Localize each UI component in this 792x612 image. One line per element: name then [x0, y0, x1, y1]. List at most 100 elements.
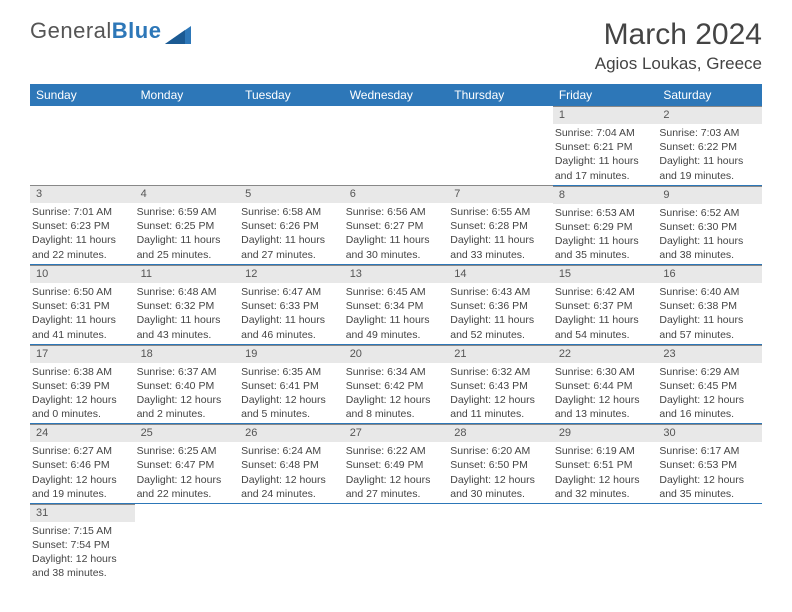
daylight-line: Daylight: 11 hours and 52 minutes.	[450, 313, 549, 341]
calendar-cell: 18Sunrise: 6:37 AMSunset: 6:40 PMDayligh…	[135, 344, 240, 424]
month-title: March 2024	[595, 18, 762, 52]
sunset-line: Sunset: 6:22 PM	[659, 140, 758, 154]
sunset-line: Sunset: 6:46 PM	[32, 458, 131, 472]
daylight-line: Daylight: 11 hours and 19 minutes.	[659, 154, 758, 182]
day-body: Sunrise: 7:15 AMSunset: 7:54 PMDaylight:…	[30, 522, 135, 583]
sunset-line: Sunset: 6:33 PM	[241, 299, 340, 313]
daylight-line: Daylight: 12 hours and 16 minutes.	[659, 393, 758, 421]
calendar-cell	[344, 106, 449, 185]
daylight-line: Daylight: 11 hours and 35 minutes.	[555, 234, 654, 262]
sunset-line: Sunset: 6:21 PM	[555, 140, 654, 154]
sunset-line: Sunset: 6:30 PM	[659, 220, 758, 234]
day-number: 9	[657, 186, 762, 204]
daylight-line: Daylight: 12 hours and 13 minutes.	[555, 393, 654, 421]
sunrise-line: Sunrise: 6:56 AM	[346, 205, 445, 219]
sunset-line: Sunset: 6:29 PM	[555, 220, 654, 234]
day-number: 17	[30, 345, 135, 363]
sunrise-line: Sunrise: 6:24 AM	[241, 444, 340, 458]
location-label: Agios Loukas, Greece	[595, 54, 762, 74]
sunrise-line: Sunrise: 6:48 AM	[137, 285, 236, 299]
daylight-line: Daylight: 11 hours and 17 minutes.	[555, 154, 654, 182]
calendar-cell: 26Sunrise: 6:24 AMSunset: 6:48 PMDayligh…	[239, 424, 344, 504]
day-number: 28	[448, 424, 553, 442]
calendar-cell: 29Sunrise: 6:19 AMSunset: 6:51 PMDayligh…	[553, 424, 658, 504]
calendar-week: 31Sunrise: 7:15 AMSunset: 7:54 PMDayligh…	[30, 503, 762, 582]
day-body: Sunrise: 6:22 AMSunset: 6:49 PMDaylight:…	[344, 442, 449, 503]
day-body: Sunrise: 6:42 AMSunset: 6:37 PMDaylight:…	[553, 283, 658, 344]
sunset-line: Sunset: 6:43 PM	[450, 379, 549, 393]
sunset-line: Sunset: 6:28 PM	[450, 219, 549, 233]
day-number: 19	[239, 345, 344, 363]
day-number: 26	[239, 424, 344, 442]
daylight-line: Daylight: 12 hours and 0 minutes.	[32, 393, 131, 421]
sunset-line: Sunset: 6:39 PM	[32, 379, 131, 393]
daylight-line: Daylight: 11 hours and 46 minutes.	[241, 313, 340, 341]
sunrise-line: Sunrise: 6:59 AM	[137, 205, 236, 219]
sunset-line: Sunset: 6:50 PM	[450, 458, 549, 472]
sunrise-line: Sunrise: 6:29 AM	[659, 365, 758, 379]
sunrise-line: Sunrise: 6:47 AM	[241, 285, 340, 299]
calendar-week: 1Sunrise: 7:04 AMSunset: 6:21 PMDaylight…	[30, 106, 762, 185]
triangle-icon	[165, 22, 191, 44]
calendar-cell: 8Sunrise: 6:53 AMSunset: 6:29 PMDaylight…	[553, 185, 658, 265]
daylight-line: Daylight: 12 hours and 22 minutes.	[137, 473, 236, 501]
daylight-line: Daylight: 12 hours and 8 minutes.	[346, 393, 445, 421]
day-number: 14	[448, 265, 553, 283]
day-body: Sunrise: 6:29 AMSunset: 6:45 PMDaylight:…	[657, 363, 762, 424]
calendar-cell: 12 Sunrise: 6:47 AMSunset: 6:33 PMDayligh…	[239, 265, 344, 345]
day-number: 6	[344, 185, 449, 203]
sunset-line: Sunset: 6:38 PM	[659, 299, 758, 313]
day-body: Sunrise: 6:55 AMSunset: 6:28 PMDaylight:…	[448, 203, 553, 264]
day-body: Sunrise: 6:24 AMSunset: 6:48 PMDaylight:…	[239, 442, 344, 503]
day-body: Sunrise: 6:37 AMSunset: 6:40 PMDaylight:…	[135, 363, 240, 424]
calendar-cell	[344, 503, 449, 582]
calendar-cell: 5Sunrise: 6:58 AMSunset: 6:26 PMDaylight…	[239, 185, 344, 265]
day-body: Sunrise: 6:32 AMSunset: 6:43 PMDaylight:…	[448, 363, 553, 424]
daylight-line: Daylight: 11 hours and 57 minutes.	[659, 313, 758, 341]
daylight-line: Daylight: 11 hours and 33 minutes.	[450, 233, 549, 261]
calendar-cell: 27Sunrise: 6:22 AMSunset: 6:49 PMDayligh…	[344, 424, 449, 504]
day-body: Sunrise: 6:52 AMSunset: 6:30 PMDaylight:…	[657, 204, 762, 265]
calendar-head: SundayMondayTuesdayWednesdayThursdayFrid…	[30, 84, 762, 106]
daylight-line: Daylight: 12 hours and 38 minutes.	[32, 552, 131, 580]
calendar-cell: 17Sunrise: 6:38 AMSunset: 6:39 PMDayligh…	[30, 344, 135, 424]
sunrise-line: Sunrise: 7:03 AM	[659, 126, 758, 140]
daylight-line: Daylight: 12 hours and 19 minutes.	[32, 473, 131, 501]
day-body: Sunrise: 6:35 AMSunset: 6:41 PMDaylight:…	[239, 363, 344, 424]
daylight-line: Daylight: 11 hours and 54 minutes.	[555, 313, 654, 341]
day-number: 1	[553, 106, 658, 124]
day-number: 3	[30, 185, 135, 203]
day-number: 12	[239, 265, 344, 283]
daylight-line: Daylight: 12 hours and 35 minutes.	[659, 473, 758, 501]
sunrise-line: Sunrise: 6:25 AM	[137, 444, 236, 458]
calendar-cell: 3Sunrise: 7:01 AMSunset: 6:23 PMDaylight…	[30, 185, 135, 265]
sunrise-line: Sunrise: 6:20 AM	[450, 444, 549, 458]
day-number: 8	[553, 186, 658, 204]
sunset-line: Sunset: 6:49 PM	[346, 458, 445, 472]
calendar-table: SundayMondayTuesdayWednesdayThursdayFrid…	[30, 84, 762, 582]
sunrise-line: Sunrise: 6:45 AM	[346, 285, 445, 299]
sunset-line: Sunset: 6:44 PM	[555, 379, 654, 393]
sunrise-line: Sunrise: 6:22 AM	[346, 444, 445, 458]
day-header: Thursday	[448, 84, 553, 106]
daylight-line: Daylight: 12 hours and 2 minutes.	[137, 393, 236, 421]
sunset-line: Sunset: 6:36 PM	[450, 299, 549, 313]
day-body: Sunrise: 6:58 AMSunset: 6:26 PMDaylight:…	[239, 203, 344, 264]
calendar-week: 24Sunrise: 6:27 AMSunset: 6:46 PMDayligh…	[30, 424, 762, 504]
sunset-line: Sunset: 6:34 PM	[346, 299, 445, 313]
calendar-cell: 15Sunrise: 6:42 AMSunset: 6:37 PMDayligh…	[553, 265, 658, 345]
calendar-cell: 24Sunrise: 6:27 AMSunset: 6:46 PMDayligh…	[30, 424, 135, 504]
daylight-line: Daylight: 11 hours and 27 minutes.	[241, 233, 340, 261]
sunrise-line: Sunrise: 6:55 AM	[450, 205, 549, 219]
day-number: 11	[135, 265, 240, 283]
top-bar: GeneralBlue March 2024 Agios Loukas, Gre…	[30, 18, 762, 74]
calendar-cell	[30, 106, 135, 185]
day-body: Sunrise: 7:03 AMSunset: 6:22 PMDaylight:…	[657, 124, 762, 185]
calendar-cell: 16Sunrise: 6:40 AMSunset: 6:38 PMDayligh…	[657, 265, 762, 345]
calendar-cell: 10Sunrise: 6:50 AMSunset: 6:31 PMDayligh…	[30, 265, 135, 345]
sunset-line: Sunset: 7:54 PM	[32, 538, 131, 552]
calendar-cell: 23Sunrise: 6:29 AMSunset: 6:45 PMDayligh…	[657, 344, 762, 424]
sunrise-line: Sunrise: 7:01 AM	[32, 205, 131, 219]
day-body: Sunrise: 6:56 AMSunset: 6:27 PMDaylight:…	[344, 203, 449, 264]
day-number: 29	[553, 424, 658, 442]
